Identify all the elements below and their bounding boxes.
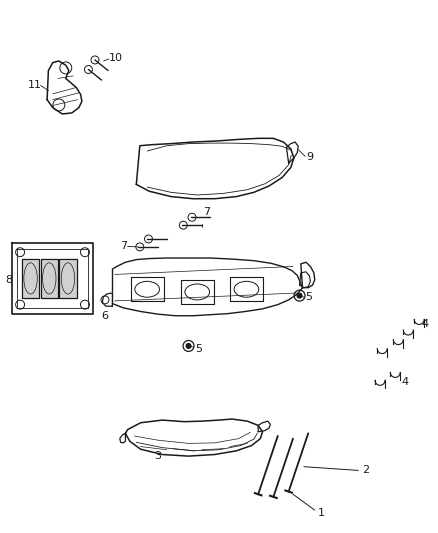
Text: 7: 7 xyxy=(203,207,210,217)
Text: 4: 4 xyxy=(421,319,428,329)
Polygon shape xyxy=(181,280,214,304)
Polygon shape xyxy=(120,433,125,443)
Text: 9: 9 xyxy=(306,152,313,162)
Text: 5: 5 xyxy=(305,292,312,302)
Text: 3: 3 xyxy=(154,451,161,461)
Polygon shape xyxy=(131,277,163,301)
Polygon shape xyxy=(47,61,82,114)
Polygon shape xyxy=(258,421,270,432)
Circle shape xyxy=(186,343,191,349)
Polygon shape xyxy=(136,139,294,199)
Polygon shape xyxy=(300,272,311,288)
Text: 1: 1 xyxy=(318,508,325,518)
Text: 4: 4 xyxy=(402,377,409,387)
Polygon shape xyxy=(301,262,315,288)
Circle shape xyxy=(297,293,302,298)
Text: 11: 11 xyxy=(28,80,42,91)
Polygon shape xyxy=(12,243,93,314)
Polygon shape xyxy=(125,419,262,456)
Text: 6: 6 xyxy=(102,311,109,321)
Polygon shape xyxy=(230,277,263,301)
Polygon shape xyxy=(41,259,58,298)
Text: 5: 5 xyxy=(195,344,202,353)
Text: 10: 10 xyxy=(110,53,124,63)
Polygon shape xyxy=(102,293,113,306)
Text: 7: 7 xyxy=(120,241,127,252)
Text: 2: 2 xyxy=(363,465,370,475)
Polygon shape xyxy=(59,259,77,298)
Polygon shape xyxy=(286,142,298,163)
Text: 8: 8 xyxy=(5,274,12,285)
Polygon shape xyxy=(22,259,39,298)
